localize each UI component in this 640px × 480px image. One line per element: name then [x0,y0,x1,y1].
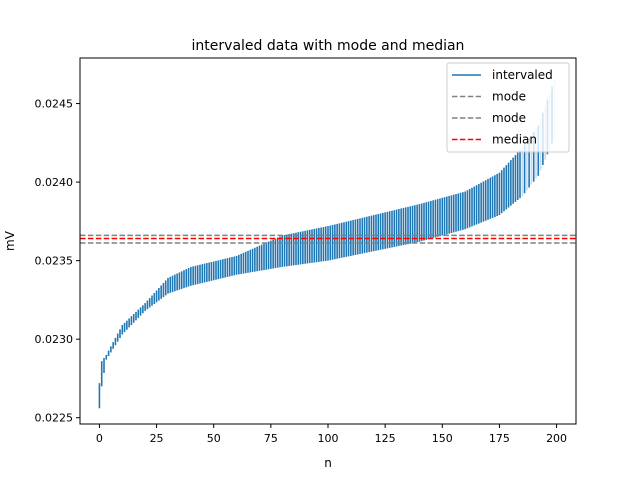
x-tick-label: 175 [489,432,510,445]
y-axis: 0.0225 0.0230 0.0235 0.0240 0.0245 [35,98,80,425]
x-tick-label: 125 [375,432,396,445]
legend-label: intervaled [492,68,553,82]
legend: intervaled mode mode median [446,62,570,153]
x-tick-label: 150 [432,432,453,445]
x-tick-label: 25 [150,432,164,445]
x-tick-label: 75 [264,432,278,445]
y-tick-label: 0.0245 [35,98,74,111]
legend-box [446,62,570,153]
y-tick-label: 0.0235 [35,255,74,268]
legend-label: mode [492,111,526,125]
chart-title: intervaled data with mode and median [192,38,465,54]
x-tick-label: 50 [207,432,221,445]
x-tick-label: 0 [96,432,103,445]
x-tick-label: 200 [546,432,567,445]
reference-lines [80,234,576,244]
y-tick-label: 0.0240 [35,176,74,189]
x-axis-label: n [324,456,332,470]
x-axis: 0 25 50 75 100 125 150 175 200 [96,424,567,445]
y-axis-label: mV [3,230,17,251]
legend-label: mode [492,90,526,104]
x-tick-label: 100 [318,432,339,445]
y-tick-label: 0.0230 [35,333,74,346]
y-tick-label: 0.0225 [35,412,74,425]
legend-label: median [492,133,537,147]
